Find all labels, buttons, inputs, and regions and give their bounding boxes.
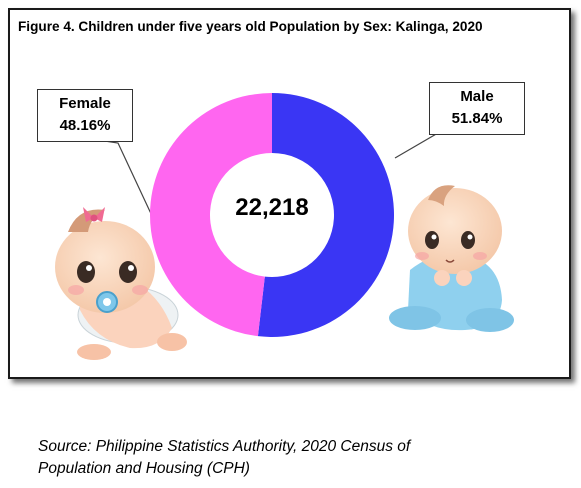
source-note: Source: Philippine Statistics Authority,…: [38, 436, 410, 480]
male-callout-percent: 51.84%: [451, 110, 503, 127]
source-line-1: Source: Philippine Statistics Authority,…: [38, 438, 411, 455]
female-callout-name: Female: [59, 95, 111, 112]
female-callout: Female 48.16%: [37, 89, 133, 142]
male-callout-pointer: [394, 132, 451, 159]
donut-slice-female: [150, 93, 272, 337]
male-callout: Male 51.84%: [429, 82, 525, 135]
donut-chart: 22,218: [55, 93, 514, 360]
donut-slices: [150, 93, 395, 338]
female-callout-pointer: [97, 139, 154, 219]
female-callout-percent: 48.16%: [59, 117, 111, 134]
baby-boy-illustration: [389, 185, 514, 332]
center-total-label: 22,218: [235, 194, 308, 221]
chart-title: Figure 4. Children under five years old …: [18, 19, 483, 34]
male-callout-name: Male: [460, 88, 494, 105]
source-line-2: Population and Housing (CPH): [38, 460, 250, 477]
figure-frame: Figure 4. Children under five years old …: [8, 8, 571, 379]
donut-slice-male: [257, 93, 395, 338]
baby-girl-illustration: [55, 207, 187, 360]
